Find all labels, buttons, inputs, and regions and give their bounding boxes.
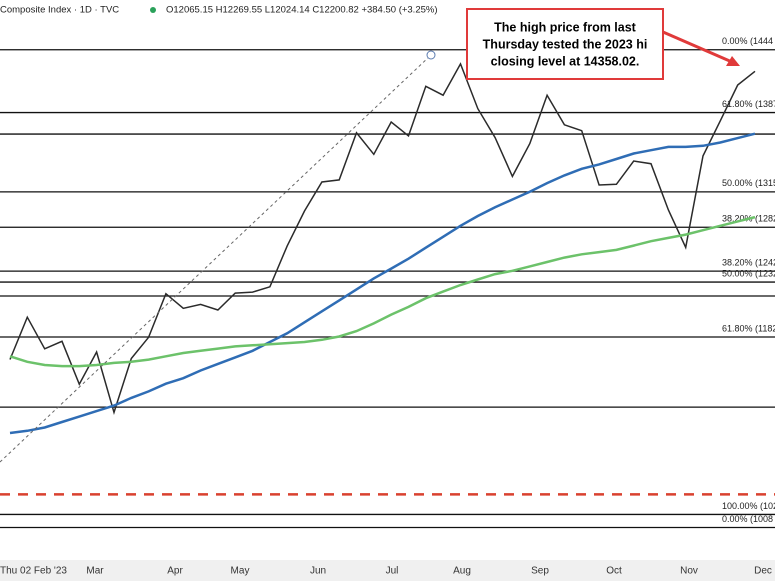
x-tick-label: Nov — [680, 566, 698, 577]
series-line — [9, 215, 756, 368]
fib-label: 50.00% (12327. — [722, 268, 775, 278]
x-tick-label: Mar — [86, 566, 104, 577]
high-marker — [426, 50, 436, 60]
x-tick-label: May — [231, 566, 250, 577]
x-tick-label: Sep — [531, 566, 549, 577]
x-tick-label: Apr — [167, 566, 183, 577]
annotation-line: closing level at 14358.02. — [491, 54, 640, 68]
x-tick-label: Dec — [754, 566, 772, 577]
header-bg — [0, 0, 440, 20]
fib-label: 38.20% (12427. — [722, 257, 775, 267]
fib-label: 61.80% (11826. — [722, 323, 775, 333]
symbol: Composite Index · 1D · TVC — [0, 5, 119, 16]
fib-label: 0.00% (1008 — [722, 514, 773, 524]
annotation-line: The high price from last — [494, 20, 637, 34]
x-axis: Thu 02 Feb '23 Mar Apr May Jun Jul Aug Sep Oct No… — [0, 566, 772, 577]
x-tick-label: Aug — [453, 566, 471, 577]
fib-label: 50.00% (13150. — [722, 178, 775, 188]
annotation-box — [466, 8, 664, 80]
plot-area: 0.00% (1444 61.80% (13873. 50.00% (13150. 3… — [0, 36, 775, 529]
x-tick-label: Oct — [606, 566, 622, 577]
x-tick-label: Jun — [310, 566, 326, 577]
fib-label: 0.00% (1444 — [722, 36, 773, 46]
fib-label: 100.00% (10207. — [722, 501, 775, 511]
status-dot — [150, 7, 156, 13]
series-line — [9, 62, 756, 415]
annotation-line: Thursday tested the 2023 hi — [483, 37, 648, 51]
x-tick-label: Thu 02 Feb '23 — [0, 566, 67, 577]
trend-line — [0, 55, 431, 463]
fib-label: 61.80% (13873. — [722, 99, 775, 109]
series-line — [9, 132, 756, 435]
ohlc: O12065.15 H12269.55 L12024.14 C12200.82 … — [166, 5, 438, 16]
x-axis-strip — [0, 560, 775, 581]
arrow-head — [726, 56, 740, 66]
annotation-arrow — [662, 30, 733, 64]
x-tick-label: Jul — [386, 566, 399, 577]
